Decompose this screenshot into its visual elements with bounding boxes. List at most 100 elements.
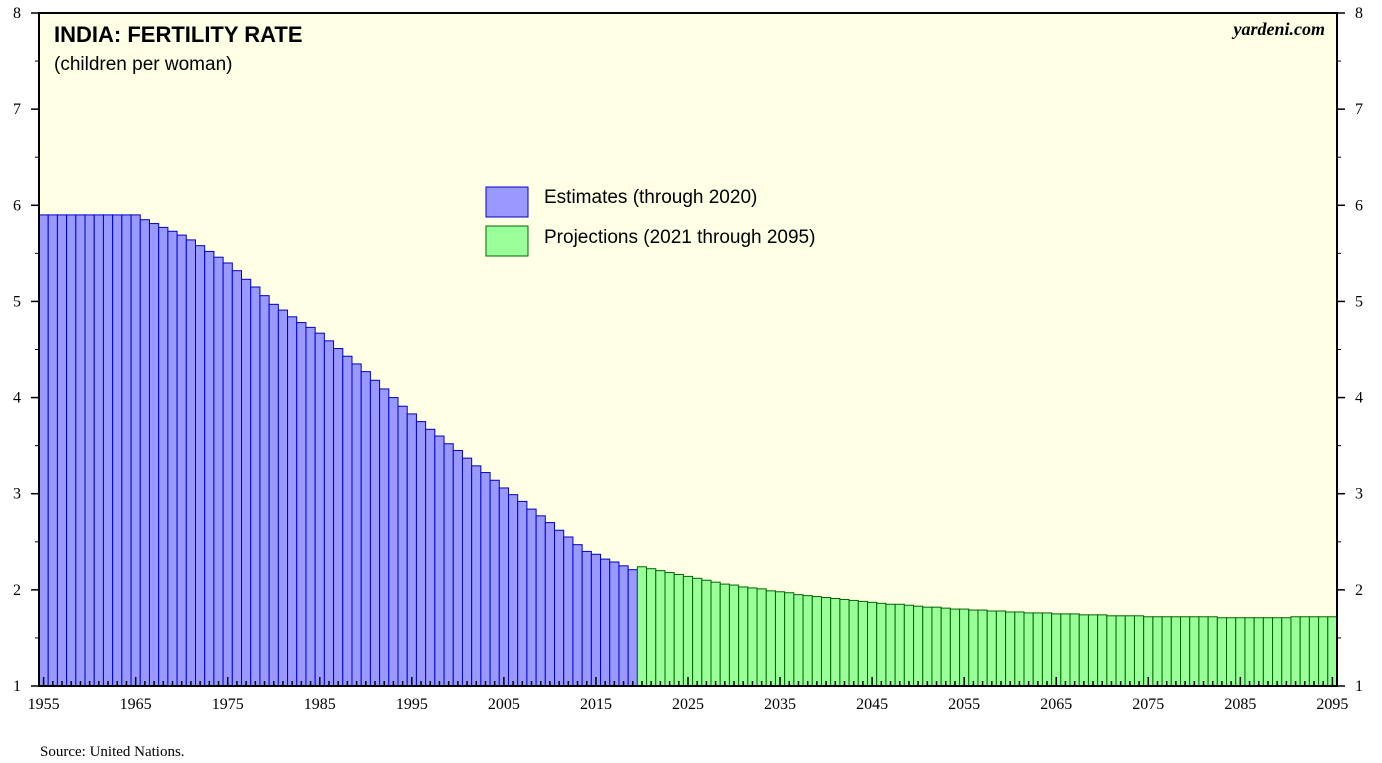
projections-bar-2049	[903, 604, 915, 687]
y-axis-right: 1 2 3 4 5 6 7 8	[1337, 5, 1363, 695]
estimates-bar-1977	[241, 278, 252, 687]
y-tick-label-left: 7	[13, 101, 21, 118]
projections-bar-2094	[1318, 616, 1329, 687]
estimates-bar-1993	[388, 397, 399, 687]
projections-bar-2029	[719, 583, 730, 687]
projections-bar-2027	[701, 579, 712, 687]
projections-bar-2063	[1032, 612, 1043, 687]
projections-bar-2050	[913, 605, 924, 687]
estimates-bar-1991	[369, 379, 381, 687]
legend: Estimates (through 2020) Projections (20…	[485, 186, 815, 257]
y-tick-label-right: 2	[1355, 582, 1363, 599]
legend-label-projections: Projections (2021 through 2095)	[544, 227, 815, 248]
estimates-bar-1983	[296, 322, 307, 687]
projections-bar-2053	[940, 607, 951, 687]
estimates-bar-1995	[406, 413, 417, 687]
estimates-bar-2004	[489, 479, 500, 687]
estimates-bar-2006	[507, 494, 519, 687]
projections-bar-2059	[995, 610, 1007, 687]
projections-bar-2081	[1198, 616, 1209, 687]
estimates-bar-1985	[314, 332, 325, 687]
projections-bar-2074	[1133, 615, 1145, 687]
projections-bar-2067	[1069, 613, 1080, 687]
projections-bar-2043	[848, 599, 859, 687]
y-tick-label-left: 8	[13, 5, 21, 22]
estimates-bar-1980	[268, 303, 279, 687]
projections-bar-2071	[1106, 615, 1117, 687]
projections-bar-2021	[646, 568, 657, 687]
x-tick-label: 2025	[672, 696, 704, 713]
projections-bar-2064	[1041, 612, 1053, 687]
x-tick-label: 2045	[856, 696, 888, 713]
x-tick-label: 1965	[120, 696, 152, 713]
estimates-bar-1992	[379, 388, 390, 687]
projections-bar-2044	[857, 600, 869, 687]
estimates-bar-2014	[581, 550, 592, 687]
y-axis-left: 1 2 3 4 5 6 7 8	[13, 5, 39, 695]
projections-bar-2030	[728, 584, 740, 687]
y-tick-label-right: 3	[1355, 486, 1363, 503]
x-tick-label: 2075	[1132, 696, 1164, 713]
projections-bar-2072	[1115, 615, 1126, 687]
y-tick-label-left: 6	[13, 197, 21, 214]
y-tick-label-left: 5	[13, 293, 21, 310]
estimates-bar-1984	[305, 326, 316, 687]
estimates-bar-1966	[139, 219, 150, 687]
projections-bar-2037	[793, 594, 804, 687]
projections-bar-2062	[1023, 612, 1034, 687]
projections-bar-2047	[885, 603, 896, 687]
projections-bar-2089	[1272, 617, 1283, 687]
chart-title: INDIA: FERTILITY RATE	[54, 22, 303, 47]
projections-bar-2065	[1051, 613, 1062, 687]
y-tick-label-left: 2	[13, 582, 21, 599]
projections-bar-2038	[802, 595, 813, 687]
legend-label-estimates: Estimates (through 2020)	[544, 187, 757, 208]
estimates-bar-1987	[333, 348, 344, 687]
projections-bar-2032	[747, 587, 758, 687]
estimates-bar-2013	[572, 544, 583, 687]
projections-bar-2056	[968, 609, 979, 687]
estimates-bar-1997	[425, 428, 436, 687]
estimates-bar-1999	[443, 443, 454, 687]
estimates-bar-1979	[259, 295, 270, 687]
brand-label: yardeni.com	[1232, 19, 1326, 39]
estimates-bar-2002	[471, 465, 482, 687]
y-tick-label-right: 1	[1355, 678, 1363, 695]
x-tick-label: 1985	[304, 696, 336, 713]
projections-bar-2026	[692, 577, 703, 687]
estimates-bar-1994	[397, 405, 408, 687]
projections-bar-2051	[922, 606, 933, 687]
projections-bar-2078	[1170, 616, 1182, 687]
source-note: Source: United Nations.	[40, 744, 185, 760]
legend-swatch-projections	[485, 225, 529, 257]
estimates-bar-1961	[93, 214, 104, 687]
projections-bar-2028	[710, 581, 721, 687]
estimates-bar-2003	[480, 472, 491, 687]
projections-bar-2033	[756, 588, 767, 687]
x-tick-label: 2085	[1224, 696, 1256, 713]
estimates-bar-2018	[618, 565, 629, 687]
estimates-bar-1974	[213, 256, 224, 687]
estimates-bar-1976	[231, 270, 243, 687]
estimates-bar-1964	[121, 214, 132, 687]
y-tick-label-right: 5	[1355, 293, 1363, 310]
estimates-bar-1971	[185, 239, 196, 687]
y-tick-label-left: 1	[13, 678, 21, 695]
projections-bar-2086	[1244, 617, 1255, 687]
y-tick-label-right: 6	[1355, 197, 1363, 214]
estimates-bar-2005	[498, 487, 509, 687]
estimates-bar-2012	[563, 536, 574, 687]
projections-bar-2031	[738, 586, 749, 687]
estimates-bar-2010	[544, 522, 556, 687]
y-tick-label-left: 4	[13, 390, 21, 407]
projections-bar-2036	[784, 592, 795, 687]
projections-bar-2060	[1005, 611, 1016, 687]
y-tick-label-right: 4	[1355, 390, 1363, 407]
estimates-bar-1955	[38, 214, 49, 687]
estimates-bar-1963	[112, 214, 123, 687]
x-tick-label: 2065	[1040, 696, 1072, 713]
estimates-bar-2017	[609, 561, 620, 687]
projections-bar-2092	[1299, 616, 1310, 687]
projections-bar-2041	[830, 598, 841, 687]
y-tick-label-right: 7	[1355, 101, 1363, 118]
